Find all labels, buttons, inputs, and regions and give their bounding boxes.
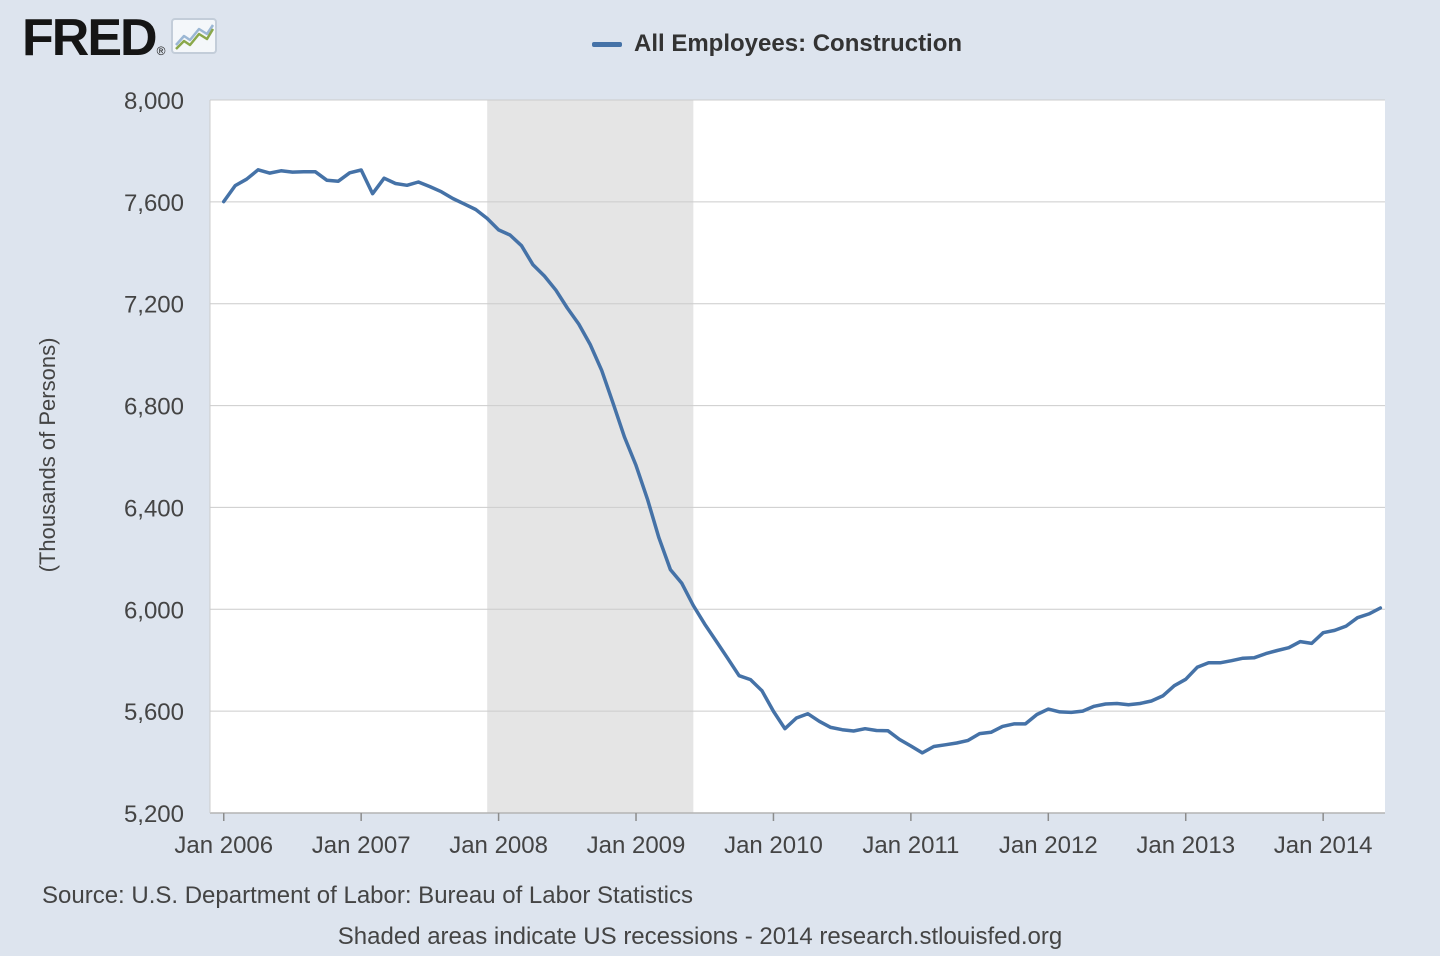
y-tick-label: 7,200: [124, 292, 184, 319]
legend-label: All Employees: Construction: [634, 30, 963, 57]
source-text: Source: U.S. Department of Labor: Bureau…: [42, 882, 693, 909]
fred-logo: FRED ®: [22, 9, 218, 67]
y-tick-label: 7,600: [124, 190, 184, 217]
y-tick-label: 6,000: [124, 597, 184, 624]
registered-trademark: ®: [156, 44, 166, 58]
y-tick-label: 6,800: [124, 394, 184, 421]
y-tick-label: 5,600: [124, 699, 184, 726]
plot-area: [210, 100, 1385, 813]
fred-logo-text: FRED: [22, 9, 158, 67]
x-tick-label: Jan 2014: [1274, 832, 1373, 859]
y-tick-label: 6,400: [124, 495, 184, 522]
recession-note: Shaded areas indicate US recessions - 20…: [337, 923, 1063, 950]
data-line-0: [221, 168, 1383, 755]
x-tick-label: Jan 2010: [724, 832, 823, 859]
y-tick-label: 5,200: [124, 801, 184, 828]
x-tick-label: Jan 2009: [587, 832, 686, 859]
x-tick-label: Jan 2008: [449, 832, 548, 859]
x-tick-label: Jan 2007: [312, 832, 411, 859]
fred-sparkline-icon: [171, 18, 218, 54]
y-tick-label: 8,000: [124, 88, 184, 115]
x-tick-label: Jan 2012: [999, 832, 1098, 859]
legend-line-swatch: [592, 41, 622, 47]
recession-band: [487, 100, 694, 813]
x-tick-label: Jan 2013: [1136, 832, 1235, 859]
x-tick-label: Jan 2011: [862, 832, 959, 859]
legend: All Employees: Construction: [592, 30, 962, 58]
x-tick-label: Jan 2006: [174, 832, 273, 859]
